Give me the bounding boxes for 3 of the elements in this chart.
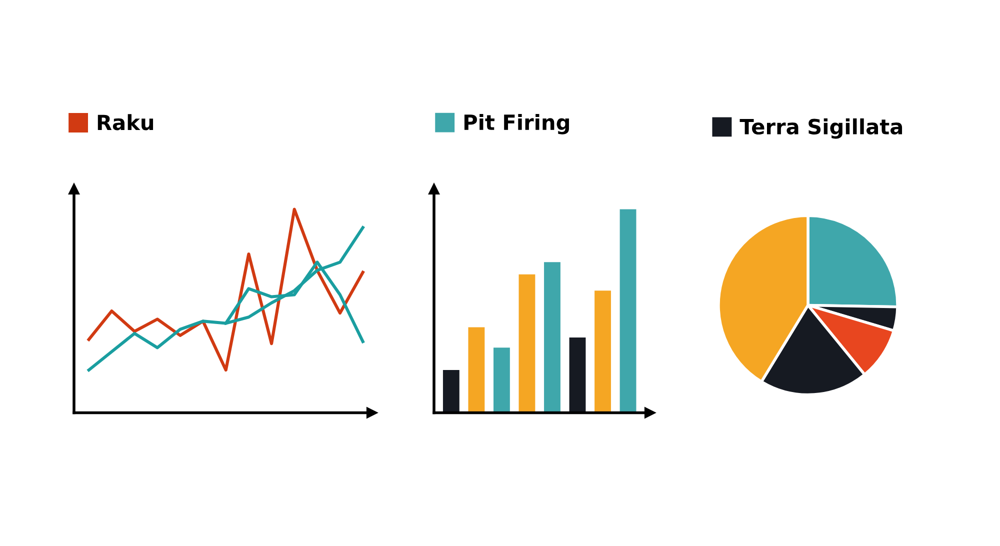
legend-label: Pit Firing — [464, 114, 569, 134]
legend-label: Terra Sigillata — [740, 118, 902, 139]
legend-label: Raku — [98, 114, 154, 130]
